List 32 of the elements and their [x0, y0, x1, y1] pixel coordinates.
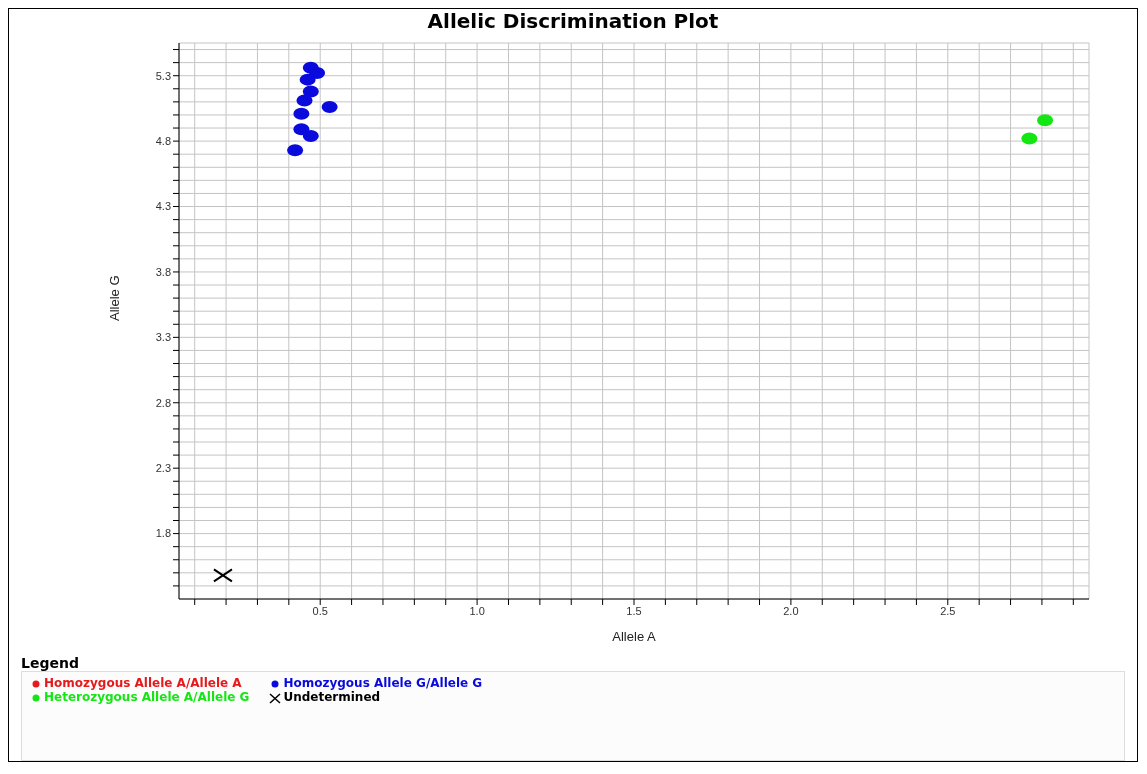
- y-tick-label: 2.3: [155, 462, 171, 475]
- y-tick-label: 4.8: [155, 135, 171, 148]
- point: [1037, 114, 1054, 127]
- y-tick-label: 2.8: [155, 396, 171, 409]
- y-tick-label: 3.8: [155, 265, 171, 278]
- point: [1021, 132, 1038, 145]
- point: [321, 101, 338, 114]
- point: [287, 144, 304, 157]
- point: [309, 67, 326, 80]
- legend-label: Undetermined: [282, 690, 382, 704]
- point: [212, 568, 233, 583]
- y-tick-label: 4.3: [155, 200, 171, 213]
- y-tick-label: 3.3: [155, 331, 171, 344]
- x-axis-title: Allele A: [612, 629, 656, 644]
- legend-title: Legend: [21, 655, 80, 671]
- point: [299, 73, 316, 86]
- x-tick-label: 0.5: [312, 604, 328, 617]
- y-axis-title: Allele G: [106, 275, 122, 321]
- y-tick-label: 1.8: [155, 527, 171, 540]
- x-tick-label: 2.0: [783, 604, 799, 617]
- y-tick-label: 5.3: [155, 69, 171, 82]
- point: [302, 129, 319, 142]
- point: [302, 85, 319, 98]
- legend-label: Homozygous Allele A/Allele A: [43, 676, 243, 690]
- legend-label: Heterozygous Allele A/Allele G: [43, 690, 250, 704]
- x-tick-label: 1.0: [469, 604, 485, 617]
- chart-title: Allelic Discrimination Plot: [426, 9, 720, 35]
- point: [296, 94, 313, 107]
- x-tick-label: 2.5: [940, 604, 956, 617]
- point: [293, 107, 310, 120]
- x-tick-label: 1.5: [626, 604, 642, 617]
- legend-label: Homozygous Allele G/Allele G: [282, 676, 483, 690]
